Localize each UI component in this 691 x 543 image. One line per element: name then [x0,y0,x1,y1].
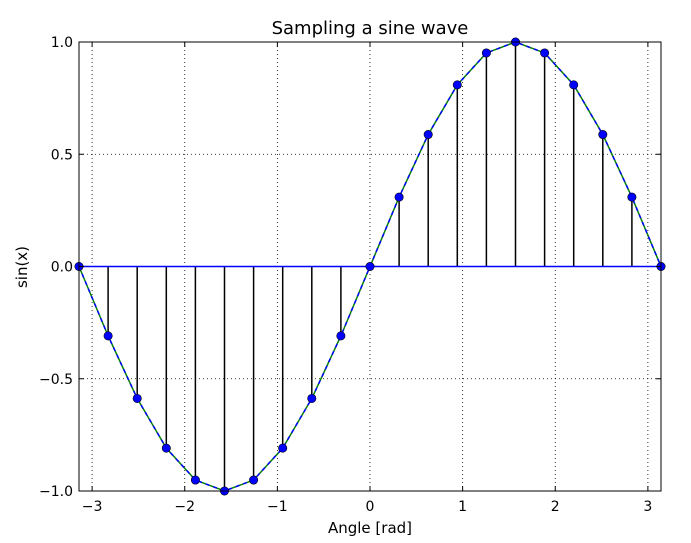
sample-marker [336,331,346,341]
sample-marker [278,443,288,453]
sample-marker [569,80,579,90]
sample-marker [161,443,171,453]
x-tick-label: −3 [82,499,103,515]
chart-title: Sampling a sine wave [272,18,469,39]
sample-marker [365,261,375,271]
y-tick-label: 1.0 [51,35,73,51]
x-tick-label: −2 [174,499,195,515]
sample-markers [74,37,666,496]
tick-labels: −3 −2 −1 0 1 2 3 −1.0 −0.5 0.0 0.5 1.0 [39,35,652,515]
sample-marker [249,475,259,485]
sample-marker [307,393,317,403]
stem-lines [78,42,662,491]
x-tick-label: 3 [643,499,652,515]
y-tick-label: 0.0 [51,260,73,276]
y-tick-label: 0.5 [51,147,73,163]
x-tick-label: −1 [267,499,288,515]
y-axis-label: sin(x) [13,246,31,288]
sample-marker [598,130,608,140]
sample-marker [540,48,550,58]
sample-marker [423,130,433,140]
x-tick-label: 2 [551,499,560,515]
sample-marker [190,475,200,485]
y-tick-label: −1.0 [39,484,73,500]
sample-marker [394,192,404,202]
sample-marker [627,192,637,202]
sample-marker [481,48,491,58]
sample-marker [132,393,142,403]
sample-marker [103,331,113,341]
axis-ticks [79,41,661,492]
sample-marker [452,80,462,90]
x-tick-label: 1 [458,499,467,515]
x-tick-label: 0 [366,499,375,515]
x-axis-label: Angle [rad] [328,519,412,537]
y-tick-label: −0.5 [39,372,73,388]
